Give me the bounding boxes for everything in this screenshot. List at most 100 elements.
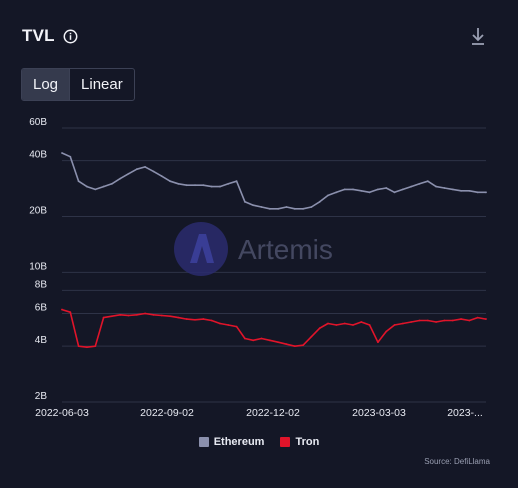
data-point-tron: [86, 346, 88, 349]
y-axis-ticks: 60B 40B 20B 10B 8B 6B 4B 2B: [29, 117, 47, 402]
data-point-ethereum: [102, 185, 105, 188]
data-point-ethereum: [169, 180, 171, 183]
data-point-tron: [485, 318, 487, 320]
data-point-ethereum: [443, 187, 446, 189]
data-point-tron: [127, 314, 130, 317]
data-point-tron: [144, 312, 147, 315]
data-point-tron: [119, 313, 122, 316]
data-point-tron: [94, 345, 97, 348]
data-point-tron: [235, 325, 238, 328]
data-point-tron: [210, 319, 213, 322]
data-point-tron: [377, 341, 379, 344]
data-point-ethereum: [310, 206, 313, 208]
data-point-tron: [318, 327, 321, 330]
artemis-logo-mark: [190, 234, 214, 263]
data-point-tron: [418, 319, 421, 322]
data-point-ethereum: [177, 182, 180, 185]
data-point-tron: [152, 313, 155, 316]
x-tick-label: 2023-03-03: [352, 407, 406, 419]
data-point-tron: [102, 316, 105, 319]
data-point-ethereum: [185, 184, 188, 187]
data-point-tron: [293, 345, 296, 348]
y-tick-label: 2B: [35, 391, 48, 402]
data-point-ethereum: [135, 168, 138, 171]
log-scale-button[interactable]: Log: [22, 69, 70, 100]
data-point-tron: [343, 322, 346, 325]
data-point-tron: [69, 311, 72, 314]
data-point-tron: [285, 343, 288, 346]
data-point-ethereum: [77, 180, 80, 183]
data-point-tron: [426, 319, 429, 322]
data-point-ethereum: [194, 184, 196, 187]
data-point-ethereum: [86, 185, 88, 188]
data-point-ethereum: [410, 185, 413, 188]
data-point-tron: [468, 319, 471, 322]
y-tick-label: 20B: [29, 206, 47, 217]
data-point-tron: [451, 319, 454, 322]
data-point-tron: [277, 341, 280, 344]
data-point-ethereum: [476, 191, 479, 194]
info-icon[interactable]: [63, 29, 78, 44]
x-tick-label: 2022-12-02: [246, 407, 300, 419]
download-icon[interactable]: [469, 26, 487, 48]
y-tick-label: 8B: [35, 279, 48, 290]
x-tick-label: 2023-...: [447, 407, 483, 419]
data-point-ethereum: [335, 191, 338, 194]
data-point-tron: [335, 324, 338, 326]
data-point-tron: [476, 316, 479, 319]
series-lines: [61, 152, 487, 349]
data-point-tron: [260, 337, 263, 340]
data-point-ethereum: [327, 194, 329, 197]
y-tick-label: 4B: [35, 335, 48, 346]
data-point-ethereum: [377, 188, 379, 191]
data-point-tron: [219, 322, 221, 325]
data-point-ethereum: [202, 184, 205, 187]
data-point-tron: [252, 339, 255, 342]
y-tick-label: 10B: [29, 261, 47, 272]
data-point-tron: [393, 324, 396, 326]
data-point-ethereum: [418, 182, 421, 185]
data-point-ethereum: [352, 188, 354, 191]
data-point-tron: [227, 324, 230, 326]
chart-legend: Ethereum Tron: [0, 436, 518, 448]
legend-item-ethereum[interactable]: Ethereum: [198, 436, 264, 448]
data-point-tron: [177, 316, 180, 319]
data-point-tron: [368, 324, 371, 326]
x-tick-label: 2022-06-03: [35, 407, 89, 419]
data-point-ethereum: [219, 185, 221, 188]
data-point-ethereum: [235, 180, 238, 183]
data-point-ethereum: [468, 189, 471, 192]
grid-lines: [62, 127, 486, 403]
data-point-tron: [327, 322, 329, 325]
data-point-tron: [135, 313, 138, 316]
data-point-tron: [202, 318, 205, 320]
data-point-ethereum: [485, 191, 487, 194]
data-point-tron: [61, 308, 63, 311]
source-note: Source: DefiLlama: [424, 457, 490, 466]
data-point-tron: [443, 319, 446, 322]
linear-scale-button[interactable]: Linear: [69, 69, 134, 100]
data-point-ethereum: [426, 180, 429, 183]
data-point-tron: [110, 315, 113, 318]
data-point-ethereum: [293, 207, 296, 210]
data-point-ethereum: [385, 187, 388, 189]
data-point-ethereum: [460, 189, 462, 192]
legend-item-tron[interactable]: Tron: [280, 436, 319, 448]
data-point-ethereum: [244, 200, 246, 203]
data-point-ethereum: [268, 207, 271, 210]
x-axis-ticks: 2022-06-03 2022-09-02 2022-12-02 2023-03-03…: [35, 407, 483, 419]
series-line-ethereum: [61, 152, 486, 210]
data-point-ethereum: [152, 170, 155, 173]
data-point-ethereum: [302, 207, 304, 210]
data-point-tron: [310, 335, 313, 338]
data-point-ethereum: [451, 188, 454, 191]
data-point-tron: [268, 339, 271, 342]
data-point-tron: [401, 322, 404, 325]
data-point-ethereum: [61, 152, 63, 154]
data-point-ethereum: [69, 155, 72, 158]
y-tick-label: 60B: [29, 117, 47, 128]
y-tick-label: 40B: [29, 150, 47, 161]
data-point-ethereum: [260, 206, 263, 208]
data-point-ethereum: [210, 185, 213, 188]
